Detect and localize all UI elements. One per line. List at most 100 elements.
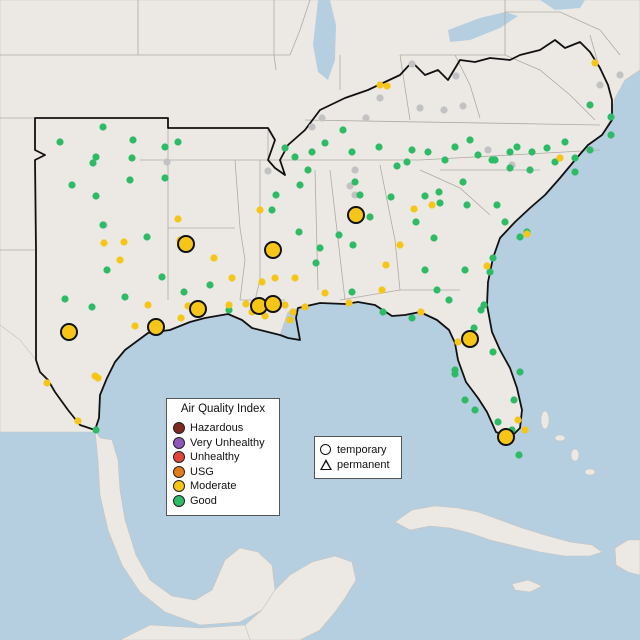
marker-good[interactable] bbox=[68, 181, 76, 189]
marker-good[interactable] bbox=[607, 113, 615, 121]
marker-good[interactable] bbox=[126, 176, 134, 184]
marker-good[interactable] bbox=[366, 213, 374, 221]
marker-good[interactable] bbox=[129, 136, 137, 144]
marker-good[interactable] bbox=[281, 144, 289, 152]
marker-good[interactable] bbox=[161, 143, 169, 151]
marker-good[interactable] bbox=[206, 281, 214, 289]
marker-good[interactable] bbox=[441, 156, 449, 164]
marker-moderate[interactable] bbox=[378, 286, 386, 294]
marker-good[interactable] bbox=[408, 314, 416, 322]
marker-good[interactable] bbox=[586, 146, 594, 154]
marker-good[interactable] bbox=[461, 396, 469, 404]
marker-good[interactable] bbox=[92, 153, 100, 161]
marker-good[interactable] bbox=[225, 306, 233, 314]
marker-moderate[interactable] bbox=[261, 312, 269, 320]
marker-good[interactable] bbox=[526, 166, 534, 174]
marker-moderate[interactable] bbox=[556, 154, 564, 162]
marker-good[interactable] bbox=[89, 159, 97, 167]
marker-moderate[interactable] bbox=[242, 300, 250, 308]
marker-no-data[interactable] bbox=[351, 191, 359, 199]
marker-moderate[interactable] bbox=[271, 274, 279, 282]
marker-good[interactable] bbox=[158, 273, 166, 281]
marker-good[interactable] bbox=[161, 174, 169, 182]
marker-good[interactable] bbox=[506, 148, 514, 156]
marker-good[interactable] bbox=[99, 123, 107, 131]
marker-good[interactable] bbox=[489, 348, 497, 356]
marker-good[interactable] bbox=[128, 154, 136, 162]
marker-no-data[interactable] bbox=[264, 167, 272, 175]
marker-good[interactable] bbox=[335, 231, 343, 239]
marker-good[interactable] bbox=[103, 266, 111, 274]
marker-good[interactable] bbox=[403, 158, 411, 166]
marker-no-data[interactable] bbox=[416, 104, 424, 112]
marker-good[interactable] bbox=[528, 148, 536, 156]
marker-good[interactable] bbox=[375, 143, 383, 151]
marker-no-data[interactable] bbox=[408, 60, 416, 68]
marker-good[interactable] bbox=[463, 201, 471, 209]
marker-good[interactable] bbox=[561, 138, 569, 146]
marker-good[interactable] bbox=[421, 266, 429, 274]
marker-no-data[interactable] bbox=[346, 182, 354, 190]
marker-moderate[interactable] bbox=[120, 238, 128, 246]
marker-moderate[interactable] bbox=[301, 303, 309, 311]
marker-good[interactable] bbox=[339, 126, 347, 134]
marker-good[interactable] bbox=[272, 191, 280, 199]
marker-good[interactable] bbox=[92, 192, 100, 200]
marker-good[interactable] bbox=[268, 206, 276, 214]
marker-moderate[interactable] bbox=[225, 301, 233, 309]
marker-moderate[interactable] bbox=[523, 230, 531, 238]
marker-good[interactable] bbox=[607, 131, 615, 139]
marker-moderate[interactable] bbox=[281, 301, 289, 309]
marker-no-data[interactable] bbox=[308, 123, 316, 131]
marker-moderate[interactable] bbox=[174, 215, 182, 223]
marker-good[interactable] bbox=[393, 162, 401, 170]
marker-good[interactable] bbox=[470, 324, 478, 332]
marker-good[interactable] bbox=[466, 136, 474, 144]
marker-no-data[interactable] bbox=[376, 94, 384, 102]
marker-good[interactable] bbox=[451, 370, 459, 378]
marker-good[interactable] bbox=[180, 288, 188, 296]
marker-good[interactable] bbox=[445, 296, 453, 304]
marker-good[interactable] bbox=[412, 218, 420, 226]
marker-good[interactable] bbox=[510, 396, 518, 404]
marker-good[interactable] bbox=[99, 221, 107, 229]
marker-good[interactable] bbox=[312, 259, 320, 267]
marker-good[interactable] bbox=[451, 143, 459, 151]
marker-good[interactable] bbox=[506, 164, 514, 172]
marker-no-data[interactable] bbox=[596, 81, 604, 89]
marker-good[interactable] bbox=[433, 286, 441, 294]
marker-moderate[interactable] bbox=[258, 278, 266, 286]
marker-good[interactable] bbox=[387, 193, 395, 201]
marker-good[interactable] bbox=[304, 166, 312, 174]
marker-moderate[interactable] bbox=[100, 239, 108, 247]
marker-good[interactable] bbox=[121, 293, 129, 301]
marker-good[interactable] bbox=[586, 101, 594, 109]
marker-good[interactable] bbox=[477, 306, 485, 314]
marker-moderate[interactable] bbox=[417, 308, 425, 316]
marker-good[interactable] bbox=[308, 148, 316, 156]
marker-no-data[interactable] bbox=[440, 106, 448, 114]
marker-good[interactable] bbox=[61, 295, 69, 303]
marker-good[interactable] bbox=[543, 144, 551, 152]
marker-no-data[interactable] bbox=[163, 158, 171, 166]
marker-good[interactable] bbox=[486, 268, 494, 276]
marker-good[interactable] bbox=[571, 154, 579, 162]
marker-good[interactable] bbox=[436, 199, 444, 207]
marker-good[interactable] bbox=[408, 146, 416, 154]
marker-moderate[interactable] bbox=[483, 262, 491, 270]
marker-moderate[interactable] bbox=[521, 426, 529, 434]
marker-good[interactable] bbox=[348, 148, 356, 156]
marker-moderate[interactable] bbox=[91, 372, 99, 380]
marker-moderate[interactable] bbox=[131, 322, 139, 330]
marker-moderate[interactable] bbox=[383, 82, 391, 90]
marker-good[interactable] bbox=[295, 228, 303, 236]
marker-good[interactable] bbox=[489, 254, 497, 262]
marker-good[interactable] bbox=[461, 266, 469, 274]
marker-good[interactable] bbox=[501, 218, 509, 226]
marker-good[interactable] bbox=[379, 308, 387, 316]
marker-moderate[interactable] bbox=[256, 206, 264, 214]
marker-good[interactable] bbox=[296, 181, 304, 189]
marker-moderate[interactable] bbox=[454, 338, 462, 346]
marker-good[interactable] bbox=[488, 156, 496, 164]
marker-good[interactable] bbox=[174, 138, 182, 146]
